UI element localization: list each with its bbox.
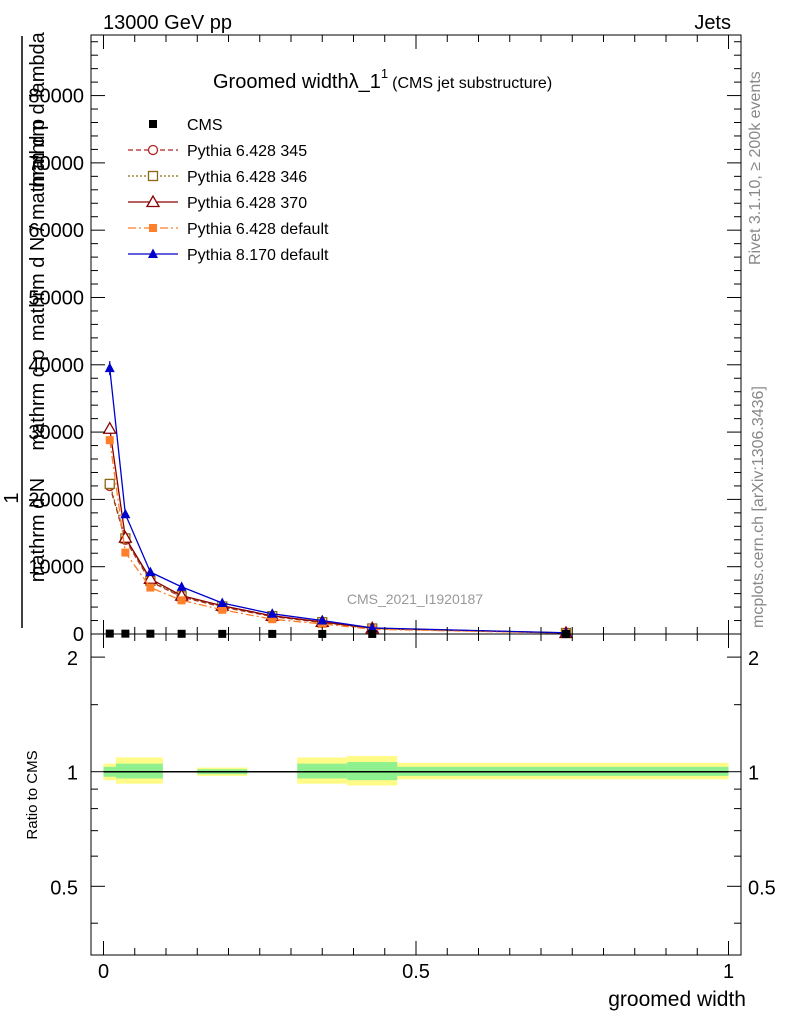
- data-point-p8def: [176, 581, 187, 591]
- y-tick-label: 20000: [28, 489, 84, 511]
- ratio-ticks: 0.5 0.5 1 1 2 2 0 0.5 1: [50, 634, 776, 983]
- plot-title: Groomed widthλ_11 (CMS jet substructure): [213, 66, 552, 93]
- rivet-label: Rivet 3.1.10, ≥ 200k events: [747, 71, 764, 265]
- plot-title-superscript: 1: [381, 66, 388, 81]
- y-tick-label: 80000: [28, 86, 84, 108]
- main-data-layer: [102, 361, 574, 639]
- ylabel-part-4: mathrm d p: [27, 349, 49, 450]
- legend-entry-p6def: Pythia 6.428 default: [128, 221, 329, 238]
- legend-marker: [147, 170, 159, 182]
- data-point-p8def: [145, 566, 156, 577]
- series-p8def: [104, 361, 571, 637]
- series-p6def: [105, 436, 570, 638]
- legend-entry-p346: Pythia 6.428 346: [128, 169, 307, 186]
- ratio-ylabel: Ratio to CMS: [24, 750, 41, 839]
- x-tick-label: 1: [723, 961, 734, 983]
- ylabel-part-3: mathrm d N / mathrm d p: [27, 119, 49, 341]
- ratio-y-tick-label-right: 2: [748, 648, 759, 670]
- legend-entry-p370: Pythia 6.428 370: [128, 194, 307, 212]
- y-tick-label: 60000: [28, 220, 84, 242]
- ylabel-part-1: 1: [1, 492, 23, 503]
- legend-marker: [149, 120, 157, 128]
- series-p345: [104, 480, 572, 639]
- y-tick-label: 40000: [28, 355, 84, 377]
- data-point-p8def: [217, 597, 228, 608]
- legend-marker: [148, 248, 158, 258]
- plot-title-sub: (CMS jet substructure): [392, 75, 552, 92]
- main-ylabel: 1 mathrm d N mathrm d N / mathrm d p mat…: [1, 31, 49, 628]
- series-line-p346: [109, 483, 567, 634]
- plot-title-symbol: λ_1: [349, 71, 381, 93]
- data-point-p370: [143, 571, 158, 584]
- header-right: Jets: [694, 12, 731, 34]
- legend-label: Pythia 8.170 default: [187, 247, 329, 264]
- legend-marker: [149, 224, 157, 232]
- ylabel-part-5: mathrm d lambda: [27, 31, 49, 187]
- watermark: CMS_2021_I1920187: [347, 591, 483, 607]
- y-tick-label: 70000: [28, 153, 84, 175]
- series-line-p345: [109, 485, 567, 634]
- legend-label: Pythia 6.428 345: [187, 143, 307, 160]
- ylabel-part-2: mathrm d N: [27, 478, 49, 582]
- data-point-p8def: [104, 362, 115, 373]
- data-point-p370: [118, 530, 133, 543]
- data-point-p8def: [367, 622, 378, 632]
- main-ticks: 0 10000 20000 30000 40000 50000 60000 70000 8000…: [28, 35, 741, 646]
- data-point-p8def: [120, 508, 131, 519]
- data-point-p6def: [268, 615, 277, 624]
- x-tick-label: 0.5: [402, 961, 430, 983]
- data-point-p346: [104, 478, 115, 490]
- data-point-p8def: [317, 615, 328, 625]
- legend-label: Pythia 6.428 346: [187, 169, 307, 186]
- data-point-p6def: [105, 436, 114, 445]
- x-tick-label: 0: [98, 961, 109, 983]
- ratio-frame: [90, 633, 742, 956]
- legend-label: Pythia 6.428 370: [187, 195, 307, 212]
- data-point-p8def: [267, 608, 278, 618]
- legend-entry-p8def: Pythia 8.170 default: [128, 247, 329, 264]
- series-p370: [102, 421, 574, 639]
- ratio-y-tick-label: 2: [67, 648, 78, 670]
- plot-title-main: Groomed width: [213, 71, 349, 93]
- data-point-p6def: [146, 583, 155, 592]
- header-left: 13000 GeV pp: [103, 12, 232, 34]
- legend-entry-cms: CMS: [149, 117, 223, 134]
- ratio-panel: 0.5 0.5 1 1 2 2 0 0.5 1 Ratio to CMS groomed wid…: [24, 633, 776, 1011]
- y-tick-label: 0: [73, 624, 84, 646]
- ratio-y-tick-label-right: 0.5: [748, 877, 776, 899]
- legend: CMS Pythia 6.428 345 Pythia 6.428 346 Pythi…: [128, 117, 329, 264]
- ratio-y-tick-label: 1: [67, 763, 78, 785]
- ratio-y-tick-label-right: 1: [748, 763, 759, 785]
- data-point-p6def: [177, 596, 186, 605]
- y-tick-label: 30000: [28, 422, 84, 444]
- legend-label: Pythia 6.428 default: [187, 221, 329, 238]
- legend-label: CMS: [187, 117, 223, 134]
- y-tick-label: 10000: [28, 557, 84, 579]
- series-p346: [104, 478, 572, 639]
- y-tick-label: 50000: [28, 287, 84, 309]
- data-point-p6def: [121, 548, 130, 557]
- legend-marker: [147, 144, 159, 156]
- ratio-data-layer: [103, 755, 729, 786]
- data-point-p6def: [218, 605, 227, 614]
- xlabel: groomed width: [608, 988, 746, 1011]
- ratio-y-tick-label: 0.5: [50, 877, 78, 899]
- mcplots-label: mcplots.cern.ch [arXiv:1306.3436]: [750, 386, 767, 628]
- data-point-p370: [102, 421, 117, 434]
- legend-entry-p345: Pythia 6.428 345: [128, 143, 307, 160]
- main-panel: 0 10000 20000 30000 40000 50000 60000 70000 8000…: [1, 31, 742, 646]
- legend-marker: [145, 194, 161, 208]
